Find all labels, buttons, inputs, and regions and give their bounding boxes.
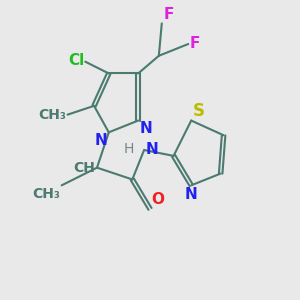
Text: F: F bbox=[163, 7, 174, 22]
Text: N: N bbox=[94, 133, 107, 148]
Text: CH₃: CH₃ bbox=[32, 187, 60, 201]
Text: S: S bbox=[193, 102, 205, 120]
Text: O: O bbox=[152, 192, 164, 207]
Text: H: H bbox=[123, 142, 134, 155]
Text: CH₃: CH₃ bbox=[38, 108, 66, 122]
Text: N: N bbox=[146, 142, 158, 158]
Text: Cl: Cl bbox=[68, 53, 84, 68]
Text: N: N bbox=[140, 122, 152, 136]
Text: N: N bbox=[185, 187, 198, 202]
Text: F: F bbox=[190, 37, 200, 52]
Text: CH: CH bbox=[74, 161, 95, 175]
